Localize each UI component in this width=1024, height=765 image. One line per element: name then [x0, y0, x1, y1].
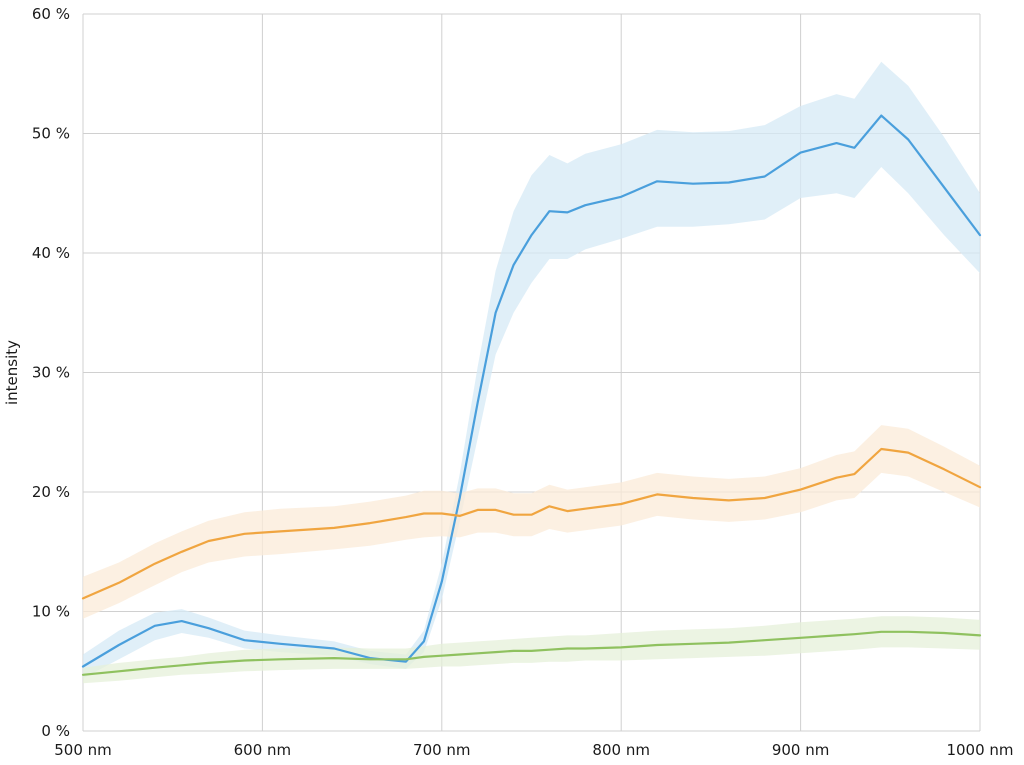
series-lines	[81, 114, 982, 676]
y-tick-label: 40 %	[32, 244, 70, 262]
series-3-band	[83, 616, 980, 684]
x-tick-label: 500 nm	[54, 741, 112, 759]
x-tick-label: 700 nm	[413, 741, 471, 759]
series-1-band	[83, 61, 980, 679]
x-tick-label: 1000 nm	[946, 741, 1013, 759]
x-tick-label: 900 nm	[772, 741, 830, 759]
y-tick-label: 60 %	[32, 5, 70, 23]
chart-grid	[82, 13, 981, 732]
y-axis-label: intensity	[3, 340, 21, 405]
y-tick-label: 30 %	[32, 364, 70, 382]
series-2-band	[83, 425, 980, 619]
y-tick-label: 10 %	[32, 603, 70, 621]
y-axis-ticks: 0 % 10 % 20 % 30 % 40 % 50 % 60 %	[32, 5, 70, 740]
confidence-bands	[83, 61, 980, 684]
series-3-line	[81, 630, 982, 676]
series-2-line	[81, 447, 982, 600]
y-tick-label: 0 %	[41, 722, 70, 740]
x-tick-label: 800 nm	[592, 741, 650, 759]
x-tick-label: 600 nm	[234, 741, 292, 759]
y-tick-label: 20 %	[32, 483, 70, 501]
series-1-line	[81, 114, 982, 668]
x-axis-ticks: 500 nm 600 nm 700 nm 800 nm 900 nm 1000 nm	[54, 741, 1013, 759]
y-tick-label: 50 %	[32, 125, 70, 143]
